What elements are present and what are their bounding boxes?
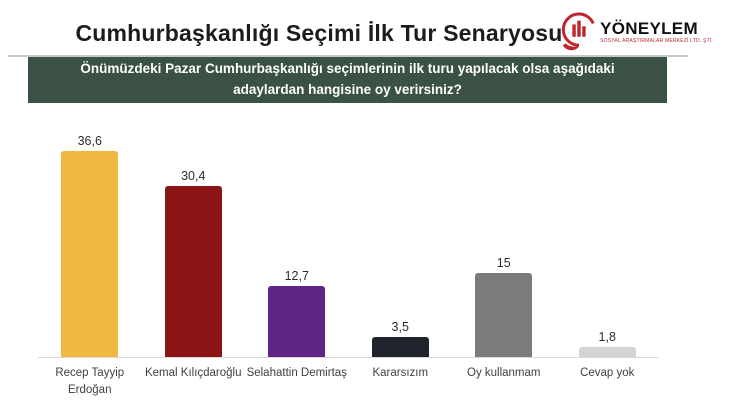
- bar-column: 15: [452, 256, 556, 357]
- bar-chart: 36,6 30,4 12,7 3,5 15 1,8 Recep Tayyip Erdoğa…: [38, 130, 659, 400]
- category-label: Recep Tayyip Erdoğan: [55, 367, 125, 397]
- bar-column: 12,7: [245, 269, 349, 357]
- bar-column: 1,8: [556, 330, 660, 357]
- category-label: Cevap yok: [580, 367, 635, 379]
- category-label: Oy kullanmam: [467, 367, 541, 379]
- header-divider: [8, 55, 688, 57]
- bar-column: 3,5: [349, 320, 453, 357]
- bars-row: 36,6 30,4 12,7 3,5 15 1,8: [38, 130, 659, 357]
- bar-column: 30,4: [142, 169, 246, 357]
- yoneylem-logo: YÖNEYLEM SOSYAL ARAŞTIRMALAR MERKEZİ LTD…: [560, 12, 713, 52]
- bar: [578, 347, 636, 357]
- bar-value-label: 3,5: [391, 320, 409, 334]
- bar-value-label: 15: [496, 256, 511, 270]
- category-label: Kemal Kılıçdaroğlu: [144, 367, 242, 379]
- hand-holding-bar-chart-icon: [562, 12, 595, 51]
- question-banner: Önümüzdeki Pazar Cumhurbaşkanlığı seçiml…: [28, 57, 667, 103]
- bar-value-label: 30,4: [181, 169, 206, 183]
- bar-value-label: 12,7: [284, 269, 309, 283]
- logo-name: YÖNEYLEM: [600, 19, 698, 38]
- bar-column: 36,6: [38, 134, 142, 357]
- category-label: Kararsızım: [372, 367, 429, 379]
- logo-subtitle: SOSYAL ARAŞTIRMALAR MERKEZİ LTD. ŞTİ.: [600, 38, 713, 44]
- category-label: Selahattin Demirtaş: [246, 367, 347, 379]
- bar: [475, 273, 533, 357]
- bar: [371, 337, 429, 357]
- bar: [164, 186, 222, 357]
- logo-text: YÖNEYLEM SOSYAL ARAŞTIRMALAR MERKEZİ LTD…: [600, 20, 713, 44]
- page-title: Cumhurbaşkanlığı Seçimi İlk Tur Senaryos…: [75, 20, 563, 46]
- bar: [61, 151, 119, 357]
- labels-row: Recep Tayyip Erdoğan Kemal Kılıçdaroğlu Se…: [38, 357, 659, 400]
- bar-value-label: 36,6: [77, 134, 102, 148]
- bar-value-label: 1,8: [598, 330, 616, 344]
- bar: [268, 286, 326, 357]
